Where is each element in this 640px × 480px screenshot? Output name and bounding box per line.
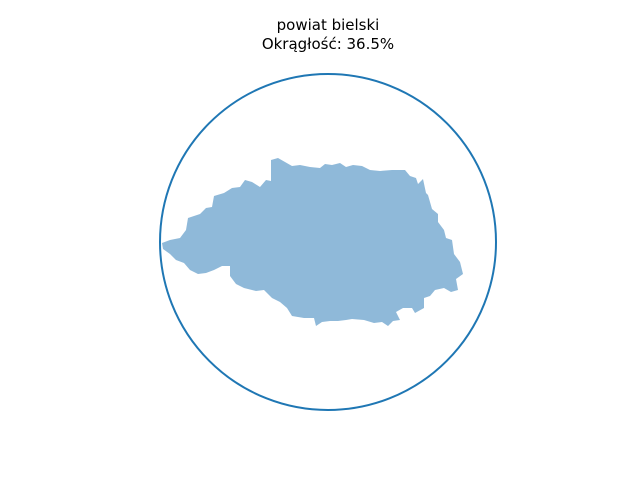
- figure-title-line-1: powiat bielski: [277, 16, 380, 34]
- figure-title-line-2: Okrągłość: 36.5%: [262, 35, 394, 53]
- region-shape: [162, 158, 463, 326]
- reference-circle: [159, 73, 497, 411]
